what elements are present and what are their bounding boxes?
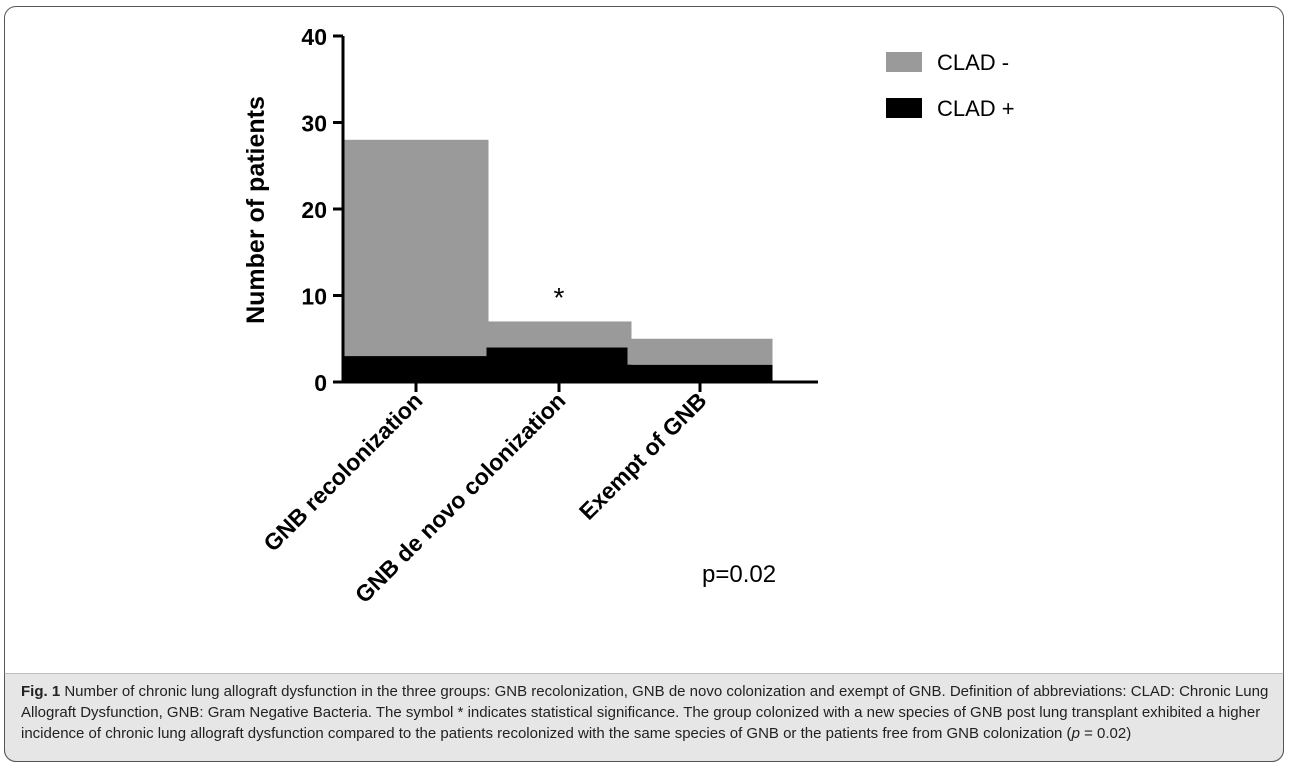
x-tick-label-0: GNB recolonization — [258, 387, 427, 556]
x-tick-label-2: Exempt of GNB — [574, 387, 712, 525]
figure-caption-box: Fig. 1 Number of chronic lung allograft … — [4, 673, 1284, 762]
bar-clad-plus-2 — [627, 364, 773, 382]
y-tick-label-20: 20 — [301, 197, 327, 223]
significance-asterisk: * — [554, 282, 565, 313]
legend-label-clad-minus: CLAD - — [937, 50, 1009, 75]
y-tick-label-40: 40 — [301, 24, 327, 50]
figure-caption: Fig. 1 Number of chronic lung allograft … — [21, 681, 1271, 744]
y-tick-label-30: 30 — [301, 111, 327, 137]
p-value-annotation: p=0.02 — [702, 561, 776, 588]
y-axis-label: Number of patients — [242, 96, 270, 324]
legend-swatch-clad-minus — [886, 52, 922, 72]
bar-clad-plus-1 — [486, 347, 632, 382]
y-tick-label-10: 10 — [301, 284, 327, 310]
legend-swatch-clad-plus — [886, 98, 922, 118]
bar-clad-plus-0 — [343, 356, 489, 382]
legend: CLAD - CLAD + — [886, 50, 1015, 121]
y-tick-label-0: 0 — [314, 370, 327, 396]
caption-text: Number of chronic lung allograft dysfunc… — [21, 683, 1269, 742]
caption-p-symbol: p — [1071, 725, 1080, 742]
figure-label: Fig. 1 — [21, 683, 61, 700]
legend-label-clad-plus: CLAD + — [937, 96, 1015, 121]
bar-clad-minus-2 — [627, 338, 773, 365]
caption-text-end: = 0.02) — [1079, 725, 1132, 742]
bar-clad-minus-0 — [343, 139, 489, 357]
bar-clad-minus-1 — [486, 321, 632, 348]
